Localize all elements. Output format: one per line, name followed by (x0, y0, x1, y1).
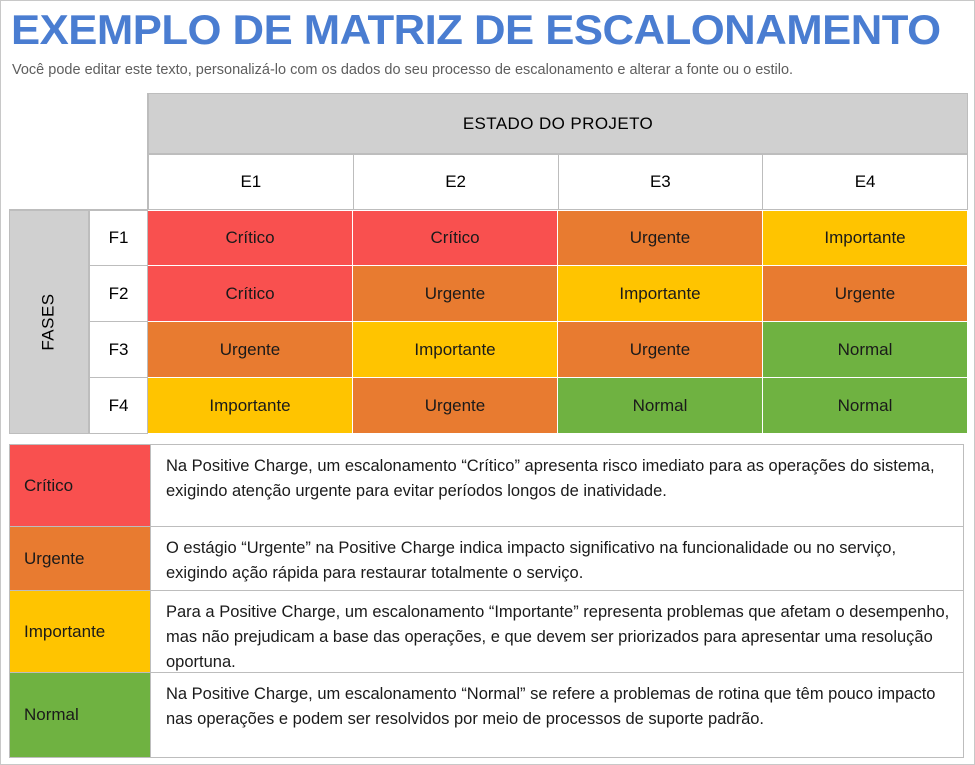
matrix-cell-f1-e1: Crítico (148, 210, 353, 266)
legend-row-urgente: Urgente O estágio “Urgente” na Positive … (10, 527, 963, 591)
legend-description-importante: Para a Positive Charge, um escalonamento… (150, 591, 963, 672)
page-subtitle: Você pode editar este texto, personalizá… (12, 62, 794, 78)
legend-description-urgente: O estágio “Urgente” na Positive Charge i… (150, 527, 963, 590)
table-row: F2 Crítico Urgente Importante Urgente (89, 266, 968, 322)
table-row: F3 Urgente Importante Urgente Normal (89, 322, 968, 378)
legend-row-importante: Importante Para a Positive Charge, um es… (10, 591, 963, 673)
matrix-cell-f2-e3: Importante (558, 266, 763, 322)
matrix-cell-f4-e2: Urgente (353, 378, 558, 434)
matrix-cell-f3-e3: Urgente (558, 322, 763, 378)
table-row: F1 Crítico Crítico Urgente Importante (89, 210, 968, 266)
matrix-row-header-f3: F3 (89, 322, 148, 378)
matrix-column-header-e4: E4 (763, 154, 968, 210)
matrix-body: FASES F1 Crítico Crítico Urgente Importa… (9, 210, 968, 434)
matrix-header-area: ESTADO DO PROJETO E1 E2 E3 E4 (9, 93, 968, 210)
matrix-row-header-f4: F4 (89, 378, 148, 434)
matrix-column-group-header: ESTADO DO PROJETO (148, 93, 968, 154)
matrix-column-headers: E1 E2 E3 E4 (148, 154, 968, 210)
matrix-cell-f2-e4: Urgente (763, 266, 968, 322)
legend-description-normal: Na Positive Charge, um escalonamento “No… (150, 673, 963, 757)
matrix-row-group-header: FASES (9, 210, 89, 434)
matrix-cell-f4-e1: Importante (148, 378, 353, 434)
table-row: F4 Importante Urgente Normal Normal (89, 378, 968, 434)
matrix-cell-f3-e2: Importante (353, 322, 558, 378)
matrix-column-header-e3: E3 (558, 154, 764, 210)
matrix-cell-f3-e4: Normal (763, 322, 968, 378)
page-title: EXEMPLO DE MATRIZ DE ESCALONAMENTO (11, 6, 941, 53)
matrix-row-header-f1: F1 (89, 210, 148, 266)
legend-row-normal: Normal Na Positive Charge, um escaloname… (10, 673, 963, 758)
legend-description-critico: Na Positive Charge, um escalonamento “Cr… (150, 445, 963, 526)
severity-legend-table: Crítico Na Positive Charge, um escalonam… (9, 444, 964, 758)
legend-label-importante: Importante (10, 591, 150, 672)
matrix-cell-f2-e2: Urgente (353, 266, 558, 322)
legend-label-critico: Crítico (10, 445, 150, 526)
legend-label-urgente: Urgente (10, 527, 150, 590)
matrix-cell-f3-e1: Urgente (148, 322, 353, 378)
matrix-cell-f1-e4: Importante (763, 210, 968, 266)
matrix-cell-f1-e2: Crítico (353, 210, 558, 266)
matrix-cell-f2-e1: Crítico (148, 266, 353, 322)
legend-row-critico: Crítico Na Positive Charge, um escalonam… (10, 445, 963, 527)
matrix-cell-f1-e3: Urgente (558, 210, 763, 266)
matrix-rows: F1 Crítico Crítico Urgente Importante F2… (89, 210, 968, 434)
matrix-cell-f4-e3: Normal (558, 378, 763, 434)
matrix-column-header-e1: E1 (148, 154, 354, 210)
matrix-corner-blank (9, 93, 148, 210)
matrix-row-group-label: FASES (39, 293, 58, 351)
matrix-cell-f4-e4: Normal (763, 378, 968, 434)
legend-label-normal: Normal (10, 673, 150, 757)
matrix-column-header-e2: E2 (353, 154, 559, 210)
matrix-row-header-f2: F2 (89, 266, 148, 322)
escalation-matrix-table: ESTADO DO PROJETO E1 E2 E3 E4 FASES F1 C… (9, 93, 968, 434)
